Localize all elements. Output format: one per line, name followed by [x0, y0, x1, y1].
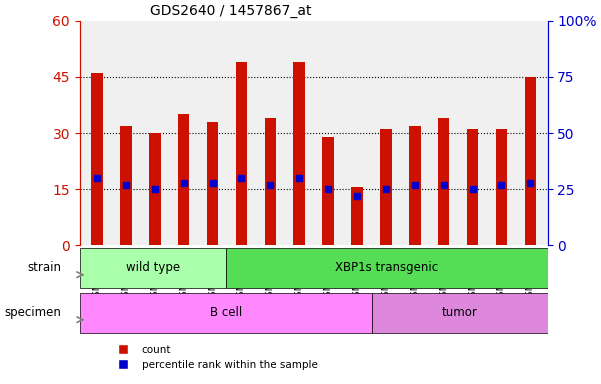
Bar — [264, 118, 276, 245]
Bar — [438, 118, 450, 245]
Text: wild type: wild type — [126, 262, 180, 275]
Text: GDS2640 / 1457867_at: GDS2640 / 1457867_at — [150, 4, 311, 18]
Bar — [207, 122, 218, 245]
Bar — [149, 133, 160, 245]
Bar — [80, 293, 372, 333]
Bar — [322, 137, 334, 245]
Bar — [525, 77, 536, 245]
Bar — [236, 62, 247, 245]
Text: B cell: B cell — [210, 306, 242, 319]
Bar — [380, 129, 392, 245]
Bar — [226, 248, 548, 288]
Text: strain: strain — [27, 262, 61, 275]
Legend: count, percentile rank within the sample: count, percentile rank within the sample — [108, 341, 322, 374]
Bar — [467, 129, 478, 245]
Bar — [293, 62, 305, 245]
Bar — [80, 248, 226, 288]
Text: XBP1s transgenic: XBP1s transgenic — [335, 262, 438, 275]
Bar — [372, 293, 548, 333]
Bar — [409, 126, 421, 245]
Bar — [91, 73, 103, 245]
Text: tumor: tumor — [442, 306, 478, 319]
Bar — [178, 114, 189, 245]
Bar — [351, 187, 363, 245]
Text: specimen: specimen — [4, 306, 61, 319]
Bar — [496, 129, 507, 245]
Bar — [120, 126, 132, 245]
